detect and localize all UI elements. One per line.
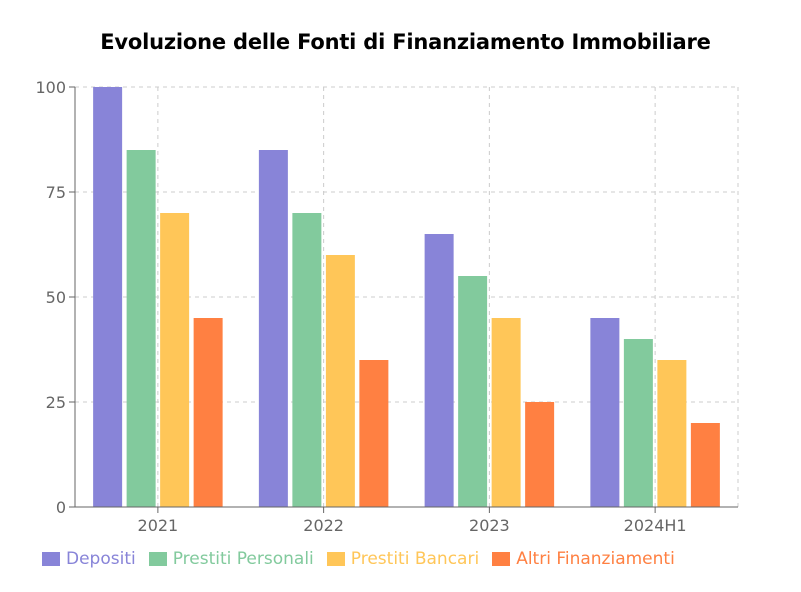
legend-label: Prestiti Personali (172, 549, 314, 569)
bar-prestiti-bancari-2023[interactable] (491, 318, 521, 507)
legend: Depositi Prestiti Personali Prestiti Banca… (42, 549, 675, 569)
bar-prestiti-personali-2024h1[interactable] (623, 339, 653, 507)
grid-lines (75, 86, 739, 507)
legend-item[interactable]: Altri Finanziamenti (492, 549, 675, 569)
legend-swatch (492, 552, 511, 566)
legend-item[interactable]: Prestiti Personali (148, 549, 314, 569)
bar-prestiti-personali-2021[interactable] (126, 150, 156, 507)
legend-swatch (148, 552, 167, 566)
x-tick-label: 2023 (469, 516, 510, 535)
bar-prestiti-bancari-2021[interactable] (160, 213, 190, 507)
y-tick-label: 100 (35, 78, 66, 97)
bar-altri-finanziamenti-2021[interactable] (193, 318, 223, 507)
bar-altri-finanziamenti-2023[interactable] (525, 402, 555, 507)
bar-prestiti-personali-2023[interactable] (458, 276, 488, 507)
legend-swatch (326, 552, 345, 566)
x-tick-label: 2021 (138, 516, 179, 535)
chart-title: Evoluzione delle Fonti di Finanziamento … (100, 30, 711, 54)
y-tick-label: 0 (56, 498, 66, 517)
axes: 0 25 50 75 100 2021 2022 2023 2024H1 (35, 78, 738, 535)
bars (93, 87, 720, 507)
bar-depositi-2021[interactable] (93, 87, 123, 507)
legend-item[interactable]: Prestiti Bancari (326, 549, 480, 569)
bar-depositi-2022[interactable] (258, 150, 288, 507)
x-tick-label: 2024H1 (624, 516, 687, 535)
legend-label: Altri Finanziamenti (516, 549, 675, 569)
y-tick-label: 75 (46, 183, 66, 202)
x-tick-label: 2022 (303, 516, 344, 535)
legend-label: Prestiti Bancari (350, 549, 480, 569)
bar-altri-finanziamenti-2024h1[interactable] (690, 423, 720, 507)
bar-prestiti-personali-2022[interactable] (292, 213, 322, 507)
bar-prestiti-bancari-2022[interactable] (325, 255, 355, 507)
bar-altri-finanziamenti-2022[interactable] (359, 360, 389, 507)
y-tick-label: 25 (46, 393, 66, 412)
bar-prestiti-bancari-2024h1[interactable] (657, 360, 687, 507)
bar-depositi-2024h1[interactable] (590, 318, 620, 507)
legend-label: Depositi (66, 549, 136, 569)
y-tick-label: 50 (46, 288, 66, 307)
legend-item[interactable]: Depositi (42, 549, 136, 569)
bar-depositi-2023[interactable] (424, 234, 454, 507)
legend-swatch (42, 552, 60, 566)
